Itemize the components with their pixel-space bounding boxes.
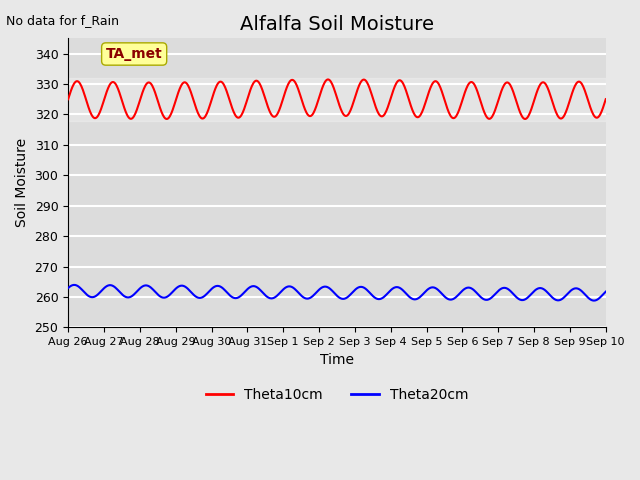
X-axis label: Time: Time [320,353,354,367]
Title: Alfalfa Soil Moisture: Alfalfa Soil Moisture [240,15,434,34]
Legend: Theta10cm, Theta20cm: Theta10cm, Theta20cm [200,382,474,407]
Text: No data for f_Rain: No data for f_Rain [6,14,120,27]
Bar [68,78,605,120]
Text: TA_met: TA_met [106,47,163,61]
Y-axis label: Soil Moisture: Soil Moisture [15,138,29,228]
